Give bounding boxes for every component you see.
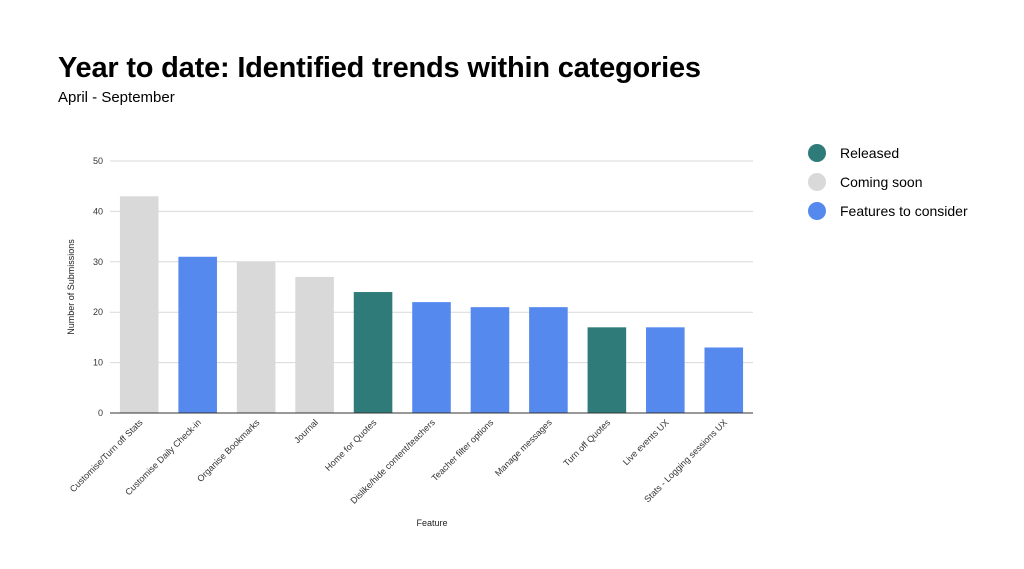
legend-label: Released xyxy=(840,144,900,161)
bar xyxy=(529,307,568,413)
x-tick-label: Turn off Quotes xyxy=(561,417,612,468)
bar xyxy=(412,302,451,413)
chart-title: Year to date: Identified trends within c… xyxy=(58,52,701,84)
y-tick-label: 0 xyxy=(98,408,103,418)
y-axis-title: Number of Submissions xyxy=(66,239,76,335)
y-tick-label: 20 xyxy=(93,307,103,317)
bar xyxy=(353,292,393,413)
bar xyxy=(295,276,334,413)
x-tick-label: Journal xyxy=(292,417,320,445)
x-tick-label: Home for Quotes xyxy=(323,417,379,473)
x-tick-label: Organise Bookmarks xyxy=(195,417,262,484)
y-tick-label: 30 xyxy=(93,257,103,267)
legend-item-released: Released xyxy=(808,138,968,167)
x-axis-title: Feature xyxy=(416,518,447,528)
bar xyxy=(704,347,744,413)
x-tick-label: Teacher filter options xyxy=(430,417,496,483)
legend-label: Coming soon xyxy=(840,173,923,190)
chart-subtitle: April - September xyxy=(58,89,175,106)
x-tick-label: Manage messages xyxy=(493,417,554,478)
x-tick-label: Live events UX xyxy=(621,417,671,467)
legend-label: Features to consider xyxy=(840,202,968,219)
legend-swatch-features-to-consider xyxy=(808,201,826,220)
bar xyxy=(236,261,276,413)
bar xyxy=(119,196,159,413)
legend-item-features-to-consider: Features to consider xyxy=(808,196,968,225)
y-tick-label: 10 xyxy=(93,358,103,368)
bar xyxy=(587,327,627,413)
y-tick-label: 50 xyxy=(93,156,103,166)
bar xyxy=(646,327,685,413)
legend-swatch-released xyxy=(808,143,826,162)
chart-legend: Released Coming soon Features to conside… xyxy=(808,138,968,225)
legend-item-coming-soon: Coming soon xyxy=(808,167,968,196)
bar xyxy=(470,307,510,413)
legend-swatch-coming-soon xyxy=(808,172,826,191)
bar xyxy=(178,256,217,413)
y-tick-label: 40 xyxy=(93,206,103,216)
